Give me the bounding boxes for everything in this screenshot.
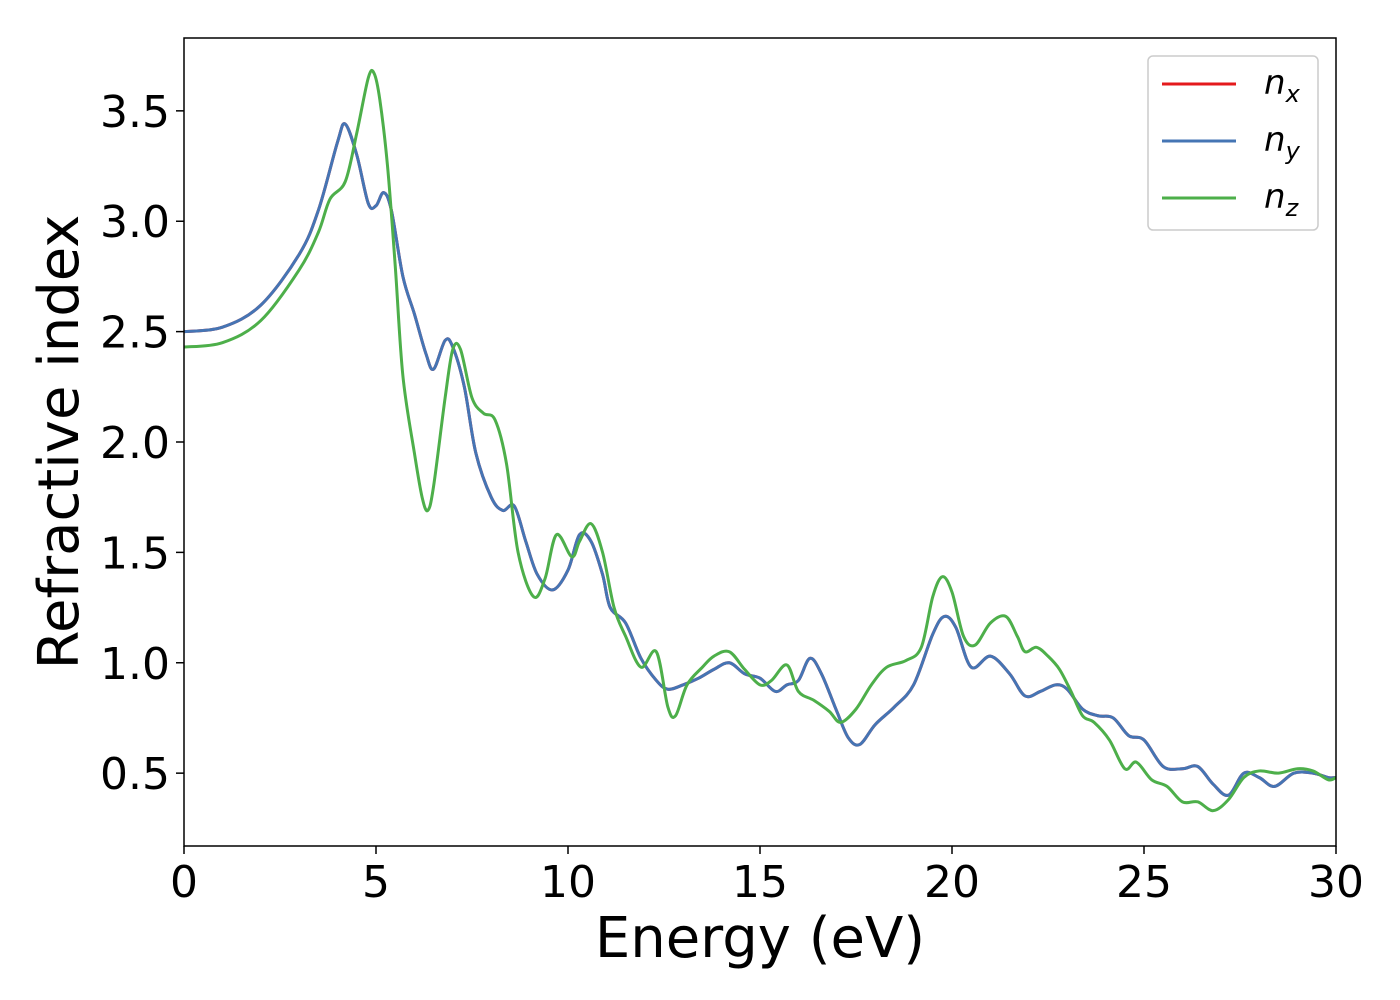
legend-box xyxy=(1147,55,1319,231)
y-tick-label: 3.0 xyxy=(100,197,170,248)
y-tick-label: 3.5 xyxy=(100,87,170,138)
x-tick-label: 15 xyxy=(732,857,788,908)
x-tick-label: 20 xyxy=(924,857,980,908)
series-line-ny xyxy=(184,122,1336,797)
legend-label-nz: nz xyxy=(1264,177,1300,222)
x-axis: 0 5 10 15 20 25 30 xyxy=(170,846,1364,908)
legend-label-nx: nx xyxy=(1264,63,1301,108)
legend-label-ny: ny xyxy=(1264,120,1301,165)
x-tick-label: 25 xyxy=(1116,857,1172,908)
x-tick-label: 0 xyxy=(170,857,198,908)
y-tick-label: 1.0 xyxy=(100,639,170,690)
y-tick-label: 0.5 xyxy=(100,749,170,800)
series-line-nz xyxy=(184,68,1336,813)
series-layer xyxy=(184,68,1336,813)
y-tick-label: 2.0 xyxy=(100,418,170,469)
x-tick-label: 5 xyxy=(362,857,390,908)
x-tick-label: 10 xyxy=(540,857,596,908)
x-axis-label: Energy (eV) xyxy=(595,906,925,971)
x-tick-label: 30 xyxy=(1308,857,1364,908)
y-axis-label: Refractive index xyxy=(27,215,92,670)
y-tick-label: 2.5 xyxy=(100,308,170,359)
y-axis: 0.5 1.0 1.5 2.0 2.5 3.0 3.5 xyxy=(100,87,184,800)
legend: nx ny nz xyxy=(1147,55,1319,231)
y-tick-label: 1.5 xyxy=(100,528,170,579)
